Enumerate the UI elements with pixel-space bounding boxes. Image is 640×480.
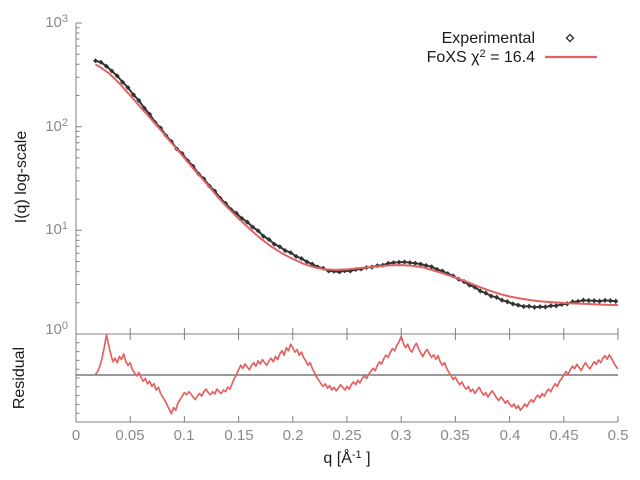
y-tick-label-1e0: 100 [45,320,68,338]
x-tick-label: 0.05 [115,427,145,444]
y-tick-label-1e1: 101 [45,220,68,238]
x-tick-label: 0.5 [607,427,629,444]
axis-ticks [75,22,619,422]
x-tick-label: 0.25 [332,427,362,444]
x-tick-label: 0.45 [549,427,579,444]
experimental-errorbars [95,59,617,310]
fit-line [94,63,619,307]
y-tick-label-1e3: 103 [45,13,68,31]
x-tick-label: 0.2 [282,427,304,444]
legend-experimental-marker-icon [565,33,575,43]
x-tick-label: 0.35 [440,427,470,444]
x-axis-label: q [Å-1 ] [323,449,371,467]
y-axis-label: I(q) log-scale [13,130,30,224]
legend-experimental-label: Experimental [441,30,535,47]
y-tick-label-1e2: 102 [45,117,68,135]
x-tick-label: 0.3 [390,427,412,444]
residual-axis-label: Residual [11,346,28,410]
residual-line [94,334,619,415]
x-tick-label: 0 [71,427,81,444]
axes-frame [75,23,618,423]
legend-fit-label: FoXS χ2 = 16.4 [426,48,535,66]
x-tick-label: 0.15 [224,427,254,444]
x-tick-label: 0.4 [499,427,521,444]
experimental-points [93,58,619,310]
x-tick-label: 0.1 [173,427,195,444]
